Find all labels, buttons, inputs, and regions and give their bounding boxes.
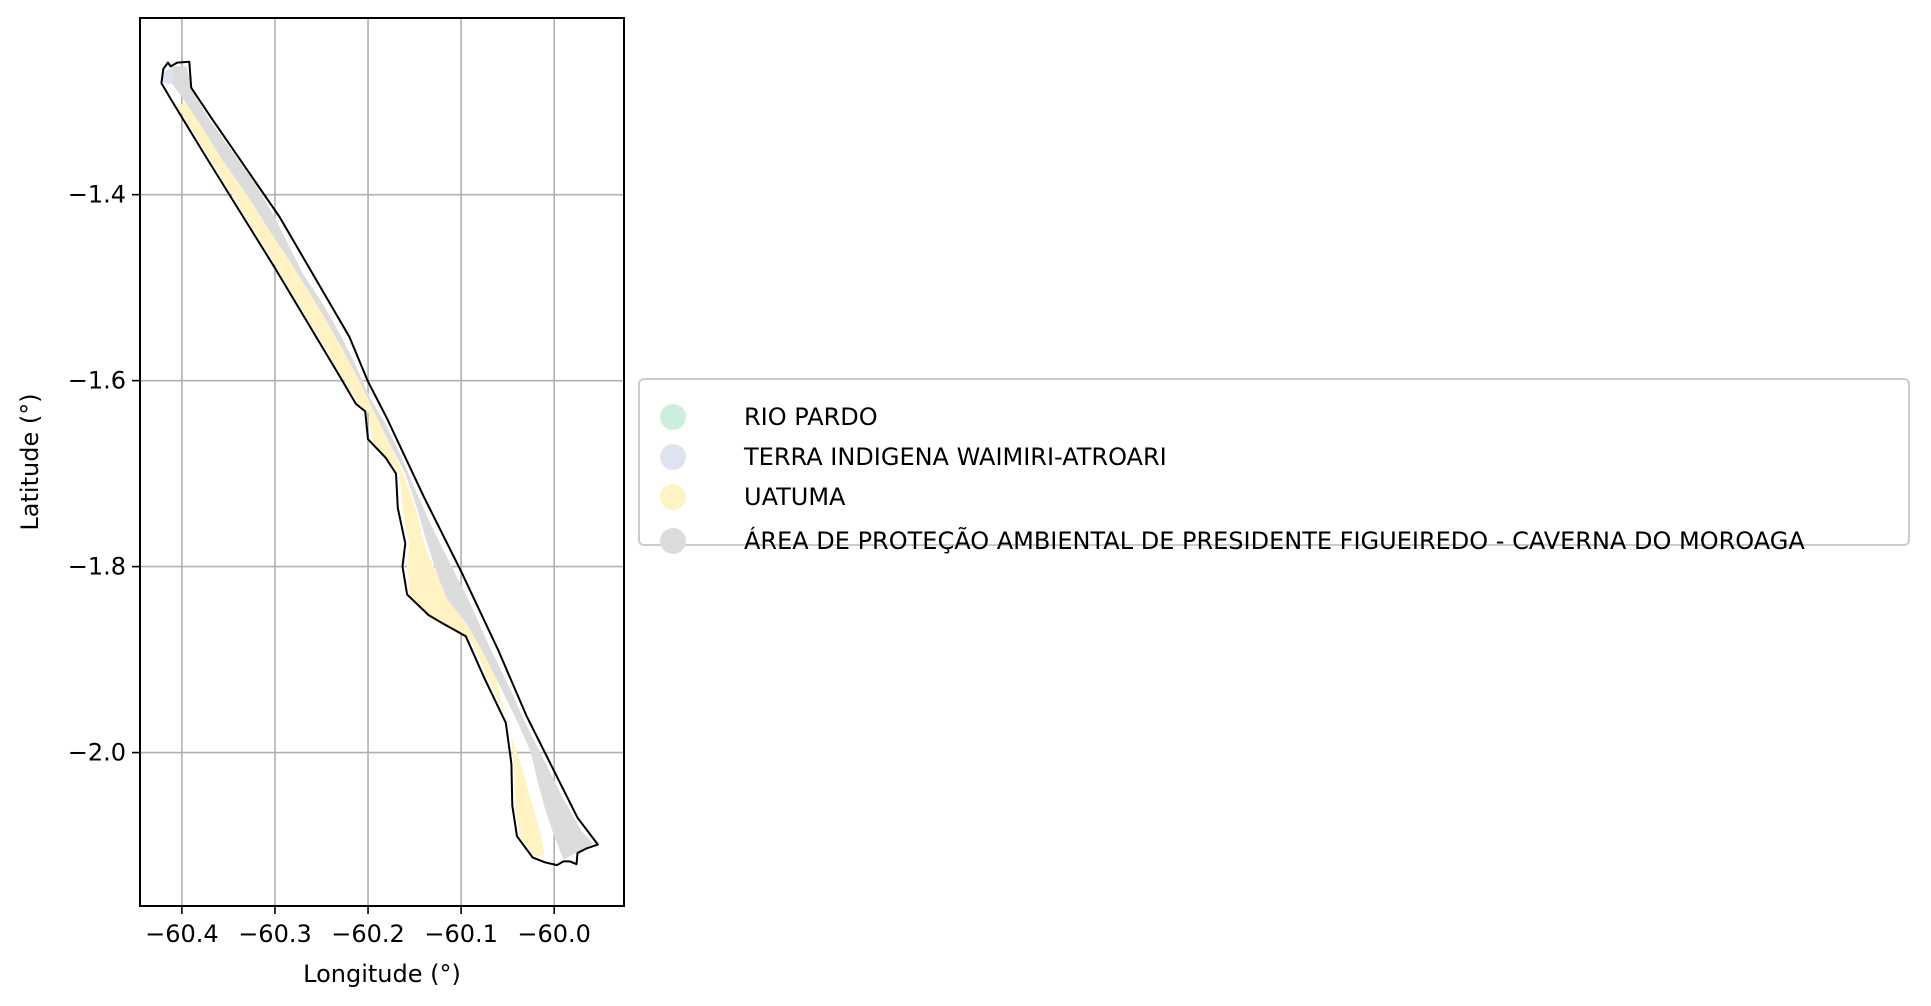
legend-entry-apa: ÁREA DE PROTEÇÃO AMBIENTAL DE PRESIDENTE…: [660, 522, 1805, 560]
legend-label-terra-indigena: TERRA INDIGENA WAIMIRI-ATROARI: [744, 443, 1167, 471]
grid-lines: [140, 18, 624, 906]
x-tick-label-0: −60.4: [145, 920, 219, 948]
legend: RIO PARDO TERRA INDIGENA WAIMIRI-ATROARI…: [638, 378, 1910, 555]
legend-label-apa: ÁREA DE PROTEÇÃO AMBIENTAL DE PRESIDENTE…: [744, 527, 1805, 555]
y-tick-label-3: −2.0: [68, 739, 126, 767]
y-tick-label-0: −1.4: [68, 181, 126, 209]
area-uatuma-0: [177, 101, 545, 857]
y-tick-label-1: −1.6: [68, 367, 126, 395]
legend-label-uatuma: UATUMA: [744, 483, 846, 511]
x-axis-ticks: −60.4 −60.3 −60.2 −60.1 −60.0: [145, 906, 591, 948]
y-axis-ticks: −1.4 −1.6 −1.8 −2.0: [68, 181, 140, 767]
legend-swatch-terra-indigena: [660, 444, 686, 470]
legend-swatch-apa: [660, 528, 686, 554]
boundary-outline: [160, 60, 599, 867]
x-tick-label-3: −60.1: [424, 920, 498, 948]
study-area-boundary: [160, 60, 599, 867]
legend-entry-terra-indigena: TERRA INDIGENA WAIMIRI-ATROARI: [660, 438, 1167, 476]
x-tick-label-2: −60.2: [331, 920, 405, 948]
legend-swatch-uatuma: [660, 484, 686, 510]
legend-entry-rio-pardo: RIO PARDO: [660, 398, 878, 436]
y-axis-label: Latitude (°): [16, 393, 44, 530]
protected-areas: [162, 66, 594, 860]
x-tick-label-1: −60.3: [238, 920, 312, 948]
area-apa-1: [167, 66, 594, 860]
area-terra_indigena-2: [162, 68, 175, 85]
legend-swatch-rio-pardo: [660, 404, 686, 430]
x-axis-label: Longitude (°): [303, 960, 461, 988]
legend-label-rio-pardo: RIO PARDO: [744, 403, 878, 431]
legend-entry-uatuma: UATUMA: [660, 478, 845, 516]
y-tick-label-2: −1.8: [68, 553, 126, 581]
plot-frame: [139, 17, 625, 907]
x-tick-label-4: −60.0: [517, 920, 591, 948]
